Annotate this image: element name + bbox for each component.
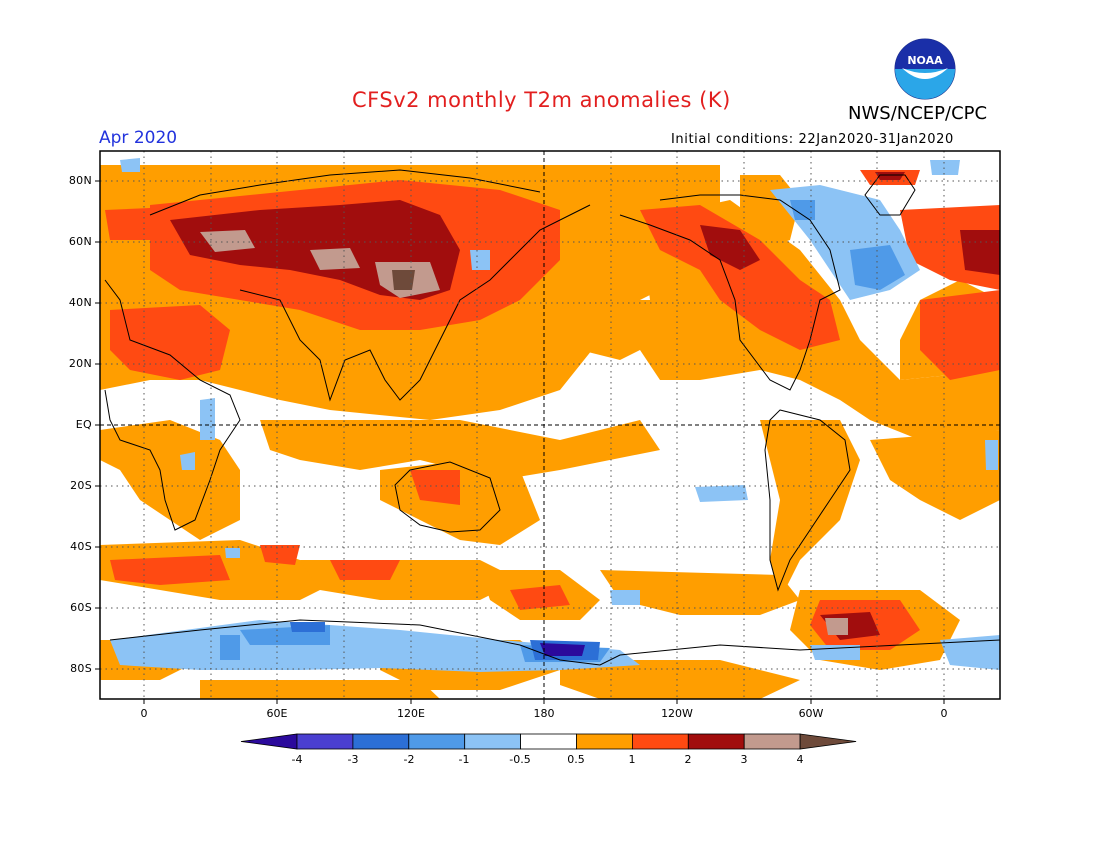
lon-label-120w: 120W — [661, 707, 693, 720]
lon-label-60e: 60E — [266, 707, 288, 720]
lat-label-40n: 40N — [68, 296, 92, 309]
colorbar-swatch — [743, 733, 801, 750]
colorbar-label: -2 — [403, 753, 415, 766]
lat-label-40s: 40S — [70, 540, 92, 553]
colorbar-swatch — [576, 733, 633, 750]
colorbar-label: 4 — [796, 753, 804, 766]
colorbar-label: 2 — [684, 753, 692, 766]
lon-label-60w: 60W — [798, 707, 824, 720]
map-title: CFSv2 monthly T2m anomalies (K) — [352, 88, 731, 112]
logo-text: NOAA — [907, 54, 943, 67]
colorbar-label: -3 — [347, 753, 359, 766]
colorbar-swatch — [687, 733, 745, 750]
anomaly-field — [100, 151, 1000, 699]
lat-label-60s: 60S — [70, 601, 92, 614]
anomaly-level-3 — [200, 230, 848, 635]
colorbar-swatch — [296, 733, 354, 750]
lat-label-80s: 80S — [70, 662, 92, 675]
lon-label-180: 180 — [533, 707, 555, 720]
colorbar-swatch — [240, 733, 298, 750]
noaa-logo-icon: NOAA — [894, 38, 956, 100]
lon-label-120e: 120E — [397, 707, 425, 720]
coastlines — [104, 169, 1000, 666]
lon-label-0-west: 0 — [140, 707, 148, 720]
colorbar-swatch — [464, 733, 522, 750]
anomaly-level-neg3 — [540, 643, 585, 656]
lat-label-eq: EQ — [75, 418, 92, 431]
colorbar-swatch — [408, 733, 466, 750]
colorbar-label: -1 — [458, 753, 470, 766]
forecast-month: Apr 2020 — [99, 128, 178, 148]
lon-label-0-east: 0 — [940, 707, 948, 720]
colorbar-swatch — [632, 733, 689, 750]
lat-label-80n: 80N — [68, 174, 92, 187]
colorbar — [240, 733, 857, 750]
lat-label-20s: 20S — [70, 479, 92, 492]
lat-label-60n: 60N — [68, 235, 92, 248]
lat-label-20n: 20N — [68, 357, 92, 370]
colorbar-label: -4 — [291, 753, 303, 766]
colorbar-swatch — [799, 733, 857, 750]
colorbar-swatch — [520, 733, 577, 750]
tick-marks — [95, 180, 945, 704]
graticule — [100, 151, 1000, 699]
colorbar-label: 0.5 — [567, 753, 585, 766]
colorbar-label: 1 — [628, 753, 636, 766]
equator-dateline — [100, 151, 1000, 699]
colorbar-label: 3 — [740, 753, 748, 766]
colorbar-label: -0.5 — [509, 753, 531, 766]
initial-conditions: Initial conditions: 22Jan2020-31Jan2020 — [671, 132, 954, 147]
colorbar-swatch — [352, 733, 410, 750]
organization-label: NWS/NCEP/CPC — [848, 103, 988, 124]
